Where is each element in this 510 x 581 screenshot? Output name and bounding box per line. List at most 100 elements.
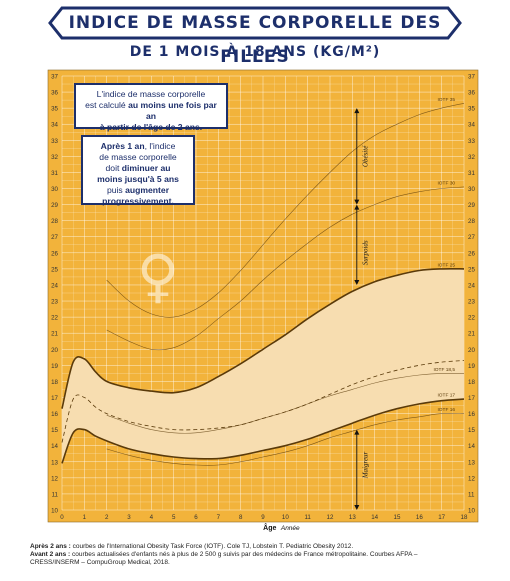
footnote-1-label: Après 2 ans : [30,543,71,550]
series-line-iotf-16 [106,413,465,466]
y-tick-label-left: 27 [51,234,58,241]
y-tick-label-right: 22 [468,315,475,322]
y-tick-label-left: 11 [52,491,59,498]
y-tick-label-left: 14 [51,443,58,450]
zone-label: Maigreur [361,451,369,479]
series-label: IOTF 16 [437,407,455,413]
y-tick-label-left: 21 [51,331,58,338]
y-tick-label-right: 37 [468,74,475,81]
y-tick-label-right: 19 [468,363,475,370]
y-tick-label-right: 35 [468,106,475,113]
zone-arrow-head-up [354,429,360,435]
y-tick-label-left: 29 [51,202,58,209]
y-tick-label-left: 28 [51,218,58,225]
y-tick-label-right: 30 [468,186,475,193]
info-box-2-l1-rest: , l'indice [144,141,176,151]
y-tick-label-left: 16 [51,411,58,418]
series-label: IOTF 25 [437,262,455,268]
y-tick-label-left: 34 [51,122,58,129]
info-box-2-l5-pre: puis [106,185,126,195]
y-tick-label-right: 14 [468,443,475,450]
info-box-evolution: Après 1 an, l'indice de masse corporelle… [81,135,195,206]
y-tick-label-left: 23 [51,299,58,306]
zone-arrow-head-down [354,279,360,285]
x-tick-label: 4 [150,514,154,521]
x-tick-label: 7 [217,514,221,521]
y-tick-label-right: 32 [468,154,475,161]
y-tick-label-right: 16 [468,411,475,418]
info-box-annual: L'indice de masse corporelle est calculé… [74,83,228,132]
x-tick-label: 2 [105,514,109,521]
y-tick-label-right: 10 [468,508,475,515]
footnote-3-text: CRESS/INSERM – CompuGroup Medical, 2018. [30,559,170,566]
zone-label: Surpoids [361,240,369,265]
footnote-2-text: courbes actualisées d'enfants nés à plus… [70,551,418,558]
zone-arrow-head-up [354,204,360,210]
info-box-2-l2: de masse corporelle [99,152,177,162]
x-tick-label: 1 [83,514,87,521]
info-box-1-line1: L'indice de masse corporelle [96,89,206,99]
x-tick-label: 16 [416,514,423,521]
y-tick-label-left: 12 [51,475,58,482]
y-tick-label-left: 19 [51,363,58,370]
y-tick-label-right: 23 [468,299,475,306]
y-tick-label-right: 26 [468,250,475,257]
y-tick-label-right: 34 [468,122,475,129]
x-axis-unit: Année [280,525,300,532]
y-tick-label-left: 18 [51,379,58,386]
y-tick-label-left: 26 [51,250,58,257]
y-tick-label-left: 17 [51,395,58,402]
y-tick-label-right: 21 [468,331,475,338]
series-label: IOTF 18,5 [433,367,455,373]
series-label: IOTF 17 [437,393,455,399]
x-tick-label: 0 [60,514,64,521]
x-tick-label: 18 [461,514,468,521]
y-tick-label-left: 13 [51,459,58,466]
x-tick-label: 9 [261,514,265,521]
y-tick-label-left: 15 [51,427,58,434]
y-tick-label-right: 18 [468,379,475,386]
x-tick-label: 3 [127,514,131,521]
page-title: INDICE DE MASSE CORPORELLE DES FILLES [68,13,442,67]
y-tick-label-left: 35 [51,106,58,113]
y-tick-label-right: 28 [468,218,475,225]
y-tick-label-left: 36 [51,90,58,97]
y-tick-label-left: 24 [51,282,58,289]
y-tick-label-right: 20 [468,347,475,354]
footnotes: Après 2 ans : courbes de l'International… [30,543,500,567]
zone-label: Obésité [361,145,369,167]
x-tick-label: 10 [282,514,289,521]
series-line-iotf-35 [106,103,465,318]
info-box-2-l3-bold: diminuer au [121,163,171,173]
y-tick-label-right: 13 [468,459,475,466]
x-tick-label: 13 [349,514,356,521]
x-tick-label: 15 [394,514,401,521]
x-tick-label: 6 [194,514,198,521]
info-box-1-line3: à partir de l'âge de 2 ans. [99,122,203,132]
x-tick-label: 14 [371,514,378,521]
series-label: IOTF 30 [437,180,455,186]
y-tick-label-right: 31 [468,170,475,177]
y-tick-label-right: 17 [468,395,475,402]
y-tick-label-right: 25 [468,266,475,273]
info-box-2-l5-bold: augmenter [125,185,170,195]
y-tick-label-left: 25 [51,266,58,273]
title-banner [48,6,462,40]
female-symbol-icon: ♀ [137,242,179,310]
info-box-2-l6-bold: progressivement. [102,196,174,206]
footnote-1-text: courbes de l'International Obesity Task … [70,543,354,550]
y-tick-label-left: 30 [51,186,58,193]
normal-range-band [62,268,464,464]
y-tick-label-right: 27 [468,234,475,241]
y-tick-label-right: 29 [468,202,475,209]
series-label: IOTF 35 [437,97,455,103]
series-line-median [61,360,465,443]
y-tick-label-right: 36 [468,90,475,97]
info-box-2-l3-pre: doit [105,163,122,173]
info-box-2-l4-bold: moins jusqu'à 5 ans [97,174,179,184]
zone-arrow-head-up [354,108,360,114]
y-tick-label-right: 11 [468,491,475,498]
y-tick-label-left: 32 [51,154,58,161]
series-line-iotf-17 [61,398,465,464]
series-line-iotf-30 [106,186,465,351]
